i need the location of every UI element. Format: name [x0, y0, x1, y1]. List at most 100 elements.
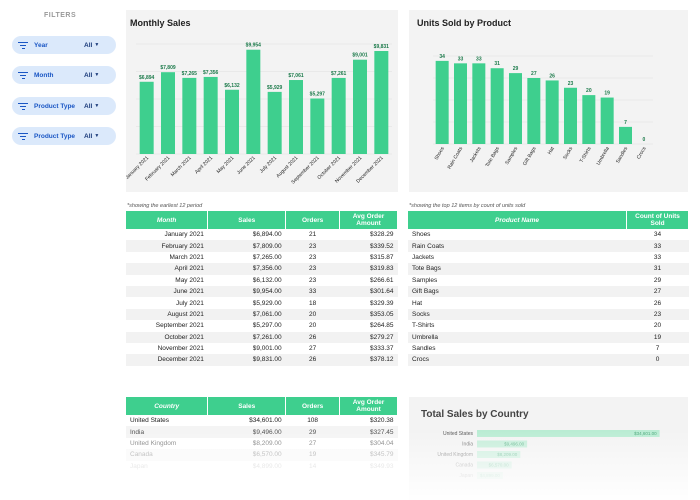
bar-value-label: $7,265 [182, 71, 198, 77]
table-cell: $4,899.00 [252, 462, 282, 470]
table-cell: $7,356.00 [207, 263, 286, 275]
bar [582, 95, 596, 144]
filter-year[interactable]: Year All ▼ [12, 36, 116, 54]
table-row[interactable]: T-Shirts 20 [408, 320, 689, 331]
table-cell: 108 [307, 417, 319, 425]
units-sold-panel: Units Sold by Product 34 Shoes 33 Rain Coat… [409, 10, 688, 192]
col-header-orders[interactable]: Orders [285, 211, 341, 229]
table-cell: $5,929.00 [252, 299, 282, 307]
table-row[interactable]: September 2021 $5,297.00 20 $264.85 [126, 320, 398, 331]
table-cell: $7,265.00 [252, 253, 282, 261]
bar-value-label: $9,831 [374, 44, 390, 50]
table-cell: 7 [655, 345, 660, 353]
table-row[interactable]: Japan $4,899.00 14 $349.93 [126, 461, 398, 472]
table-row[interactable]: April 2021 $7,356.00 23 $319.83 [126, 263, 398, 275]
bar-value-label: 34 [439, 54, 445, 60]
table-row[interactable]: Sandles 7 [408, 343, 689, 354]
table-cell: 26 [285, 354, 340, 366]
bar [203, 76, 218, 154]
chevron-down-icon: ▼ [94, 133, 100, 139]
table-row[interactable]: August 2021 $7,061.00 20 $353.05 [126, 308, 398, 321]
col-header-orders[interactable]: Orders [285, 397, 341, 415]
table-cell: 19 [626, 331, 689, 343]
table-row[interactable]: Shoes 34 [408, 229, 689, 240]
table-row[interactable]: July 2021 $5,929.00 18 $329.39 [126, 297, 398, 308]
table-row[interactable]: United States $34,601.00 108 $320.38 [126, 415, 398, 426]
country-bar-value: $6,570.00 [489, 463, 510, 468]
table-row[interactable]: May 2021 $6,132.00 23 $266.61 [126, 275, 398, 286]
filter-icon [18, 41, 28, 49]
table-cell: 33 [626, 240, 689, 252]
filter-label: Product Type [34, 132, 76, 140]
bar-value-label: $7,356 [203, 70, 219, 76]
country-bar-value: $8,209.00 [497, 452, 518, 457]
col-header-units[interactable]: Count of Units Sold [626, 211, 689, 229]
bar-value-label: $5,929 [267, 85, 283, 91]
table-cell: $6,570.00 [207, 449, 286, 461]
bar [289, 80, 303, 154]
table-row[interactable]: United Kingdom $8,209.00 27 $304.04 [126, 438, 398, 449]
x-tick-label: May 2021 [216, 155, 236, 175]
bar-value-label: $9,954 [246, 43, 262, 49]
table-cell: $349.93 [370, 462, 394, 470]
col-header-sales[interactable]: Sales [207, 397, 287, 415]
table-row[interactable]: Hat 26 [408, 297, 689, 308]
filter-value: All [84, 102, 93, 110]
table-row[interactable]: December 2021 $9,831.00 26 $378.12 [126, 354, 398, 366]
table-row[interactable]: Crocs 0 [408, 354, 689, 366]
table-cell: $320.38 [370, 417, 394, 425]
table-cell: July 2021 [176, 299, 204, 307]
table-row[interactable]: Tote Bags 31 [408, 263, 689, 275]
col-header-country[interactable]: Country [126, 397, 209, 415]
col-header-avg-order[interactable]: Avg Order Amount [339, 397, 398, 415]
units-sold-title: Units Sold by Product [417, 18, 512, 28]
filter-label: Year [34, 41, 48, 49]
x-tick-label: Crocs [636, 146, 648, 161]
table-row[interactable]: Umbrella 19 [408, 331, 689, 343]
table-cell: 27 [308, 345, 317, 353]
table-row[interactable]: Gift Bags 27 [408, 285, 689, 298]
table-cell: 26 [653, 299, 662, 307]
col-header-month[interactable]: Month [126, 211, 209, 229]
filter-month[interactable]: Month All ▼ [12, 66, 116, 84]
x-tick-label: Gift Bags [522, 146, 538, 167]
bar-value-label: $9,001 [352, 53, 368, 59]
col-header-avg-order[interactable]: Avg Order Amount [339, 211, 398, 229]
table-row[interactable]: Socks 23 [408, 308, 689, 321]
table-cell: United Kingdom [130, 439, 177, 447]
table-row[interactable]: Rain Coats 33 [408, 240, 689, 252]
x-tick-label: Samples [504, 146, 519, 166]
table-row[interactable]: March 2021 $7,265.00 23 $315.87 [126, 252, 398, 263]
table-cell: 29 [653, 276, 662, 284]
filter-label: Month [34, 71, 54, 79]
table-cell: $6,132.00 [252, 276, 282, 284]
bar [331, 77, 346, 154]
chevron-down-icon: ▼ [94, 72, 100, 78]
table-row[interactable]: Canada $6,570.00 19 $345.79 [126, 449, 398, 461]
table-cell: $345.79 [339, 449, 398, 461]
table-row[interactable]: Samples 29 [408, 275, 689, 286]
monthly-sales-title: Monthly Sales [130, 18, 191, 28]
table-cell: September 2021 [155, 322, 204, 330]
bar [182, 77, 197, 154]
filter-product-type[interactable]: Product Type All ▼ [12, 97, 116, 115]
bar [509, 73, 522, 144]
bar-value-label: $5,297 [310, 92, 326, 98]
table-row[interactable]: October 2021 $7,261.00 26 $279.27 [126, 331, 398, 343]
table-cell: 33 [653, 253, 662, 261]
table-row[interactable]: January 2021 $6,894.00 21 $328.29 [126, 229, 398, 240]
table-cell: Tote Bags [408, 263, 627, 275]
table-row[interactable]: India $9,496.00 29 $327.45 [126, 426, 398, 438]
x-tick-label: June 2021 [236, 155, 257, 176]
filter-product-type-2[interactable]: Product Type All ▼ [12, 127, 116, 145]
col-header-sales[interactable]: Sales [207, 211, 287, 229]
table-row[interactable]: November 2021 $9,001.00 27 $333.37 [126, 343, 398, 354]
table-row[interactable]: February 2021 $7,809.00 23 $339.52 [126, 240, 398, 252]
table-row[interactable]: Jackets 33 [408, 252, 689, 263]
table-cell: $328.29 [370, 231, 394, 239]
table-cell: Canada [126, 449, 208, 461]
col-header-product[interactable]: Product Name [408, 211, 628, 229]
table-row[interactable]: June 2021 $9,954.00 33 $301.64 [126, 285, 398, 298]
table-cell: 31 [626, 263, 689, 275]
bar [564, 87, 577, 144]
